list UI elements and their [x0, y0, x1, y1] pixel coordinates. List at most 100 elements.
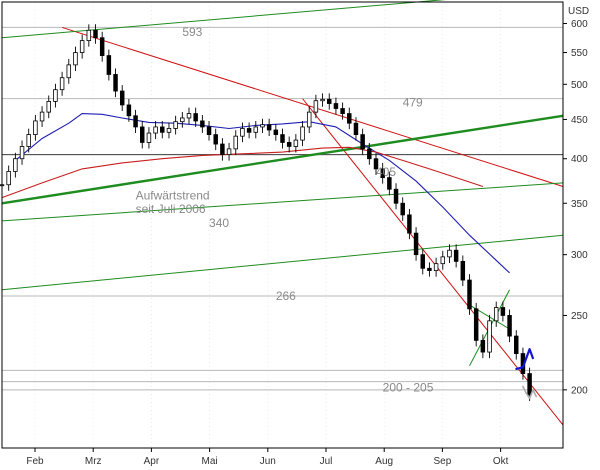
candle-body	[160, 126, 165, 133]
price-candle	[527, 367, 532, 401]
candle-body	[93, 29, 98, 39]
y-tick-label: 400	[571, 154, 588, 165]
horizontal-levels	[2, 26, 563, 391]
x-tick-label: Feb	[26, 456, 44, 467]
candle-body	[340, 108, 345, 114]
x-tick-label: Mrz	[85, 456, 102, 467]
candle-body	[253, 126, 259, 133]
price-candle	[46, 95, 51, 119]
candle-body	[140, 126, 145, 143]
candle-body	[380, 168, 385, 178]
candle-body	[527, 373, 532, 396]
candle-body	[240, 128, 245, 137]
price-candle	[347, 107, 352, 130]
forecast-arrows	[515, 348, 538, 400]
candle-body	[347, 113, 352, 124]
y-tick-label: 250	[571, 311, 588, 322]
price-candle	[153, 120, 158, 140]
price-candle	[393, 183, 399, 210]
price-candle	[99, 31, 105, 62]
y-tick-label: 450	[571, 115, 588, 126]
price-candle	[380, 162, 385, 184]
candle-body	[387, 177, 392, 190]
candle-body	[467, 279, 472, 310]
price-candle	[39, 106, 45, 127]
price-candle	[280, 128, 285, 149]
candle-body	[173, 121, 178, 129]
candle-body	[447, 249, 452, 258]
price-candle	[19, 140, 25, 165]
candle-body	[13, 158, 18, 172]
candle-body	[186, 113, 192, 119]
candle-body	[393, 188, 399, 204]
candle-body	[453, 249, 459, 262]
price-candle	[126, 99, 132, 122]
price-candle	[514, 330, 519, 360]
price-candle	[26, 128, 31, 153]
candle-body	[73, 52, 78, 66]
candle-body	[420, 254, 425, 269]
candle-body	[286, 142, 292, 147]
candle-body	[413, 232, 419, 256]
candle-body	[79, 40, 85, 53]
price-candle	[313, 94, 319, 119]
price-candle	[180, 112, 185, 128]
candle-body	[106, 55, 112, 75]
candle-body	[59, 77, 65, 91]
candle-body	[166, 128, 172, 133]
price-candle	[53, 83, 58, 108]
candle-body	[126, 104, 132, 117]
price-candle	[86, 24, 92, 47]
price-candle	[480, 334, 486, 359]
price-candle	[66, 58, 72, 84]
candle-body	[200, 120, 205, 128]
candle-body	[313, 100, 319, 113]
candle-body	[180, 117, 185, 123]
moving-average-1	[1, 146, 484, 199]
candle-body	[353, 122, 359, 136]
price-candle	[240, 122, 245, 143]
x-tick-label: Apr	[144, 456, 160, 467]
price-candle	[367, 142, 372, 165]
annotation-5: 340	[209, 216, 229, 230]
price-candle	[300, 120, 305, 147]
price-candle	[320, 93, 325, 107]
candle-body	[233, 135, 238, 150]
plot-frame	[1, 1, 564, 449]
price-candle	[407, 208, 412, 240]
annotation-0: 593	[182, 25, 202, 39]
candle-body	[473, 308, 479, 341]
price-candle	[246, 122, 252, 139]
candle-body	[306, 111, 312, 128]
candle-body	[153, 126, 158, 134]
candle-body	[99, 37, 105, 56]
candle-body	[66, 64, 72, 79]
candle-body	[514, 335, 519, 354]
price-candle	[166, 122, 172, 139]
price-series	[0, 24, 532, 401]
price-candle	[106, 49, 112, 81]
x-tick-label: Jul	[320, 456, 333, 467]
candle-body	[500, 307, 506, 316]
x-tick-label: Aug	[375, 456, 393, 467]
candle-body	[293, 139, 299, 147]
candle-body	[266, 124, 272, 131]
price-candle	[427, 262, 432, 277]
trendline-5	[1, 234, 564, 291]
candle-body	[433, 263, 439, 271]
price-candle	[59, 71, 65, 96]
candle-body	[220, 143, 225, 155]
price-candle	[360, 128, 365, 155]
price-candle	[173, 115, 178, 135]
price-candle	[213, 128, 218, 151]
price-candle	[353, 117, 359, 141]
candle-body	[460, 260, 466, 281]
candle-body	[327, 98, 332, 104]
price-candle	[233, 130, 238, 155]
price-candle	[253, 120, 259, 139]
candle-body	[246, 128, 252, 133]
candle-body	[300, 126, 305, 141]
